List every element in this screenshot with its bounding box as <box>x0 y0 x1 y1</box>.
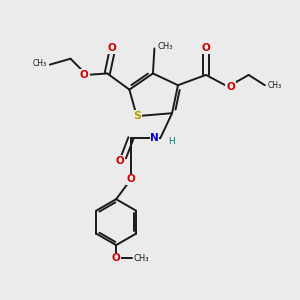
Text: O: O <box>116 156 124 166</box>
Text: S: S <box>133 111 141 121</box>
Text: O: O <box>112 254 121 263</box>
Text: H: H <box>169 137 175 146</box>
Text: CH₃: CH₃ <box>267 81 281 90</box>
Text: CH₃: CH₃ <box>134 254 149 263</box>
Text: O: O <box>107 44 116 53</box>
Text: CH₃: CH₃ <box>158 42 173 51</box>
Text: O: O <box>226 82 235 92</box>
Text: CH₃: CH₃ <box>33 58 47 68</box>
Text: O: O <box>127 174 135 184</box>
Text: O: O <box>80 70 89 80</box>
Text: O: O <box>202 44 210 53</box>
Text: N: N <box>150 133 159 143</box>
